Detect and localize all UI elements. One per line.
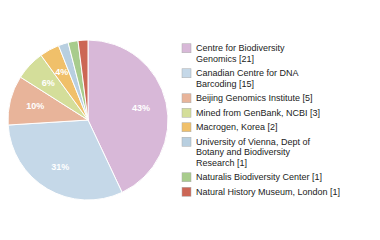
pie bbox=[8, 40, 168, 200]
legend-entry: Mined from GenBank, NCBI [3] bbox=[196, 108, 320, 118]
legend-swatch bbox=[182, 137, 191, 146]
pie-slice bbox=[68, 41, 88, 120]
pie-slice bbox=[78, 40, 88, 120]
legend-swatch bbox=[182, 69, 191, 78]
legend-entry: Natural History Museum, London [1] bbox=[196, 187, 340, 197]
legend-swatch bbox=[182, 187, 191, 196]
legend-entry: Macrogen, Korea [2] bbox=[196, 122, 278, 132]
legend-entry: Naturalis Biodiversity Center [1] bbox=[196, 172, 322, 182]
slice-label: 6% bbox=[42, 78, 55, 88]
legend-swatch bbox=[182, 173, 191, 182]
slice-label: 31% bbox=[51, 162, 69, 172]
slice-label: 43% bbox=[132, 103, 150, 113]
chart: 43% 31% 10% 6%4% Centre for BiodiversityGeno… bbox=[0, 0, 380, 240]
legend-swatch bbox=[182, 123, 191, 132]
slice-labels: 43% 31% 10% 6%4% bbox=[26, 67, 150, 171]
slice-label: 4% bbox=[55, 67, 68, 77]
pie-slice bbox=[8, 120, 122, 200]
slice-label: 10% bbox=[26, 101, 44, 111]
legend-swatch bbox=[182, 94, 191, 103]
legend-entry: University of Vienna, Dept ofBotany and … bbox=[196, 137, 310, 168]
legend-entry: Centre for BiodiversityGenomics [21] bbox=[196, 43, 285, 64]
legend-entry: Canadian Centre for DNABarcoding [15] bbox=[196, 68, 299, 89]
legend-entry: Beijing Genomics Institute [5] bbox=[196, 93, 313, 103]
legend-swatch bbox=[182, 44, 191, 53]
legend: Centre for BiodiversityGenomics [21] Cana… bbox=[182, 43, 340, 197]
legend-swatch bbox=[182, 108, 191, 117]
